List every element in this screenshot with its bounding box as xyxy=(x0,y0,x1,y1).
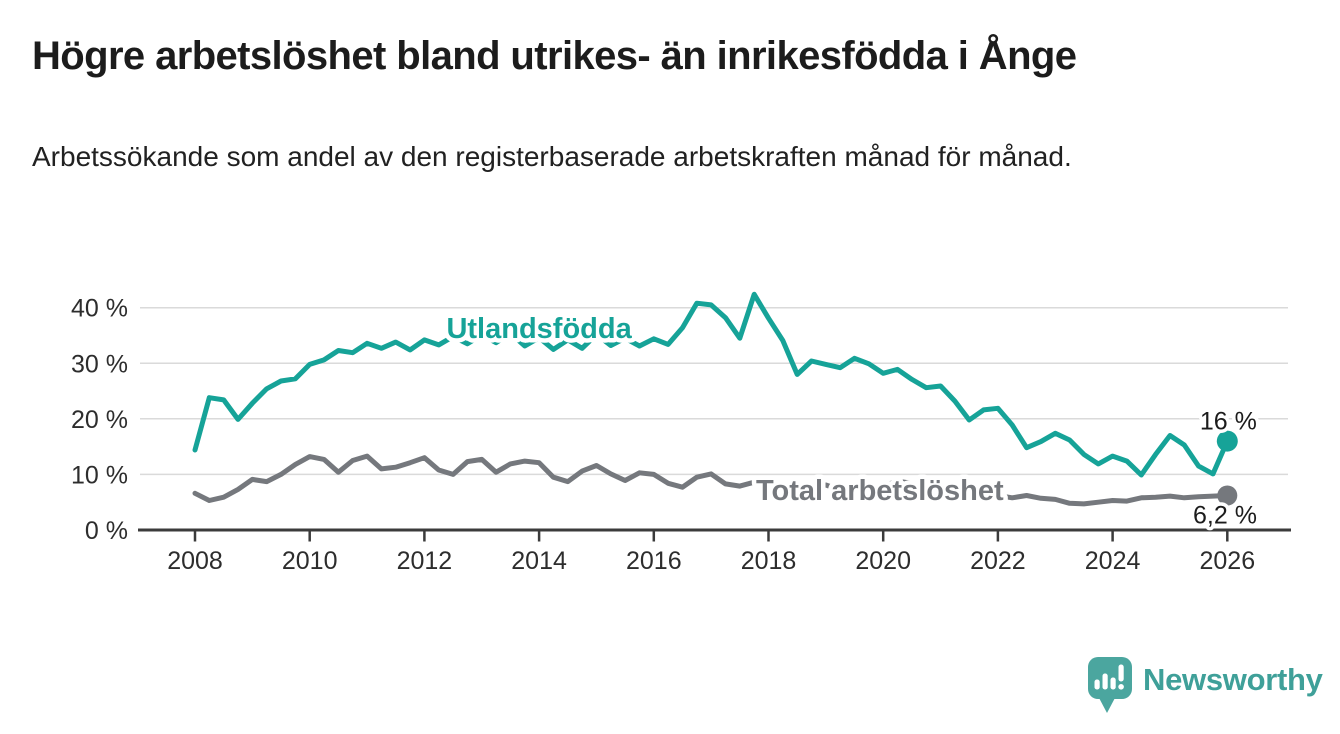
logo-bubble-tail xyxy=(1098,696,1116,713)
y-tick-label-10: 10 % xyxy=(71,461,128,489)
logo-bar-2 xyxy=(1102,673,1108,690)
x-tick-label-2010: 2010 xyxy=(282,547,338,575)
series-line-0 xyxy=(192,291,1230,478)
x-tick-label-2018: 2018 xyxy=(741,547,797,575)
x-tick-label-2012: 2012 xyxy=(397,547,453,575)
x-tick-label-2008: 2008 xyxy=(167,547,223,575)
y-tick-label-0: 0 % xyxy=(85,517,128,545)
newsworthy-logo-text: Newsworthy xyxy=(1143,662,1323,697)
logo-bar-1 xyxy=(1094,679,1100,690)
logo-exclamation-bar xyxy=(1118,664,1124,682)
newsworthy-logo-icon xyxy=(1088,657,1132,713)
chart-subtitle: Arbetssökande som andel av den registerb… xyxy=(32,141,1072,172)
end-dot-series-1 xyxy=(1217,485,1238,506)
x-tick-label-2022: 2022 xyxy=(970,547,1026,575)
logo-exclamation-dot xyxy=(1118,684,1124,690)
annotation-0: Utlandsfödda xyxy=(446,313,632,345)
logo-bar-3 xyxy=(1110,677,1116,690)
annotation-1: Total arbetslöshet xyxy=(756,475,1004,507)
x-tick-label-2016: 2016 xyxy=(626,547,682,575)
x-tick-label-2014: 2014 xyxy=(511,547,567,575)
chart-title: Högre arbetslöshet bland utrikes- än inr… xyxy=(32,34,1077,78)
y-tick-label-40: 40 % xyxy=(71,295,128,323)
y-tick-label-20: 20 % xyxy=(71,406,128,434)
newsworthy-logo: Newsworthy xyxy=(1087,656,1323,715)
series-line-1 xyxy=(192,453,1230,507)
y-tick-label-30: 30 % xyxy=(71,350,128,378)
x-tick-label-2026: 2026 xyxy=(1199,547,1255,575)
annotation-3: 6,2 % xyxy=(1193,501,1257,529)
annotation-2: 16 % xyxy=(1200,407,1257,435)
x-tick-label-2020: 2020 xyxy=(855,547,911,575)
x-tick-label-2024: 2024 xyxy=(1085,547,1141,575)
end-dot-series-0 xyxy=(1216,430,1238,452)
logo-bubble-shape xyxy=(1088,657,1132,699)
